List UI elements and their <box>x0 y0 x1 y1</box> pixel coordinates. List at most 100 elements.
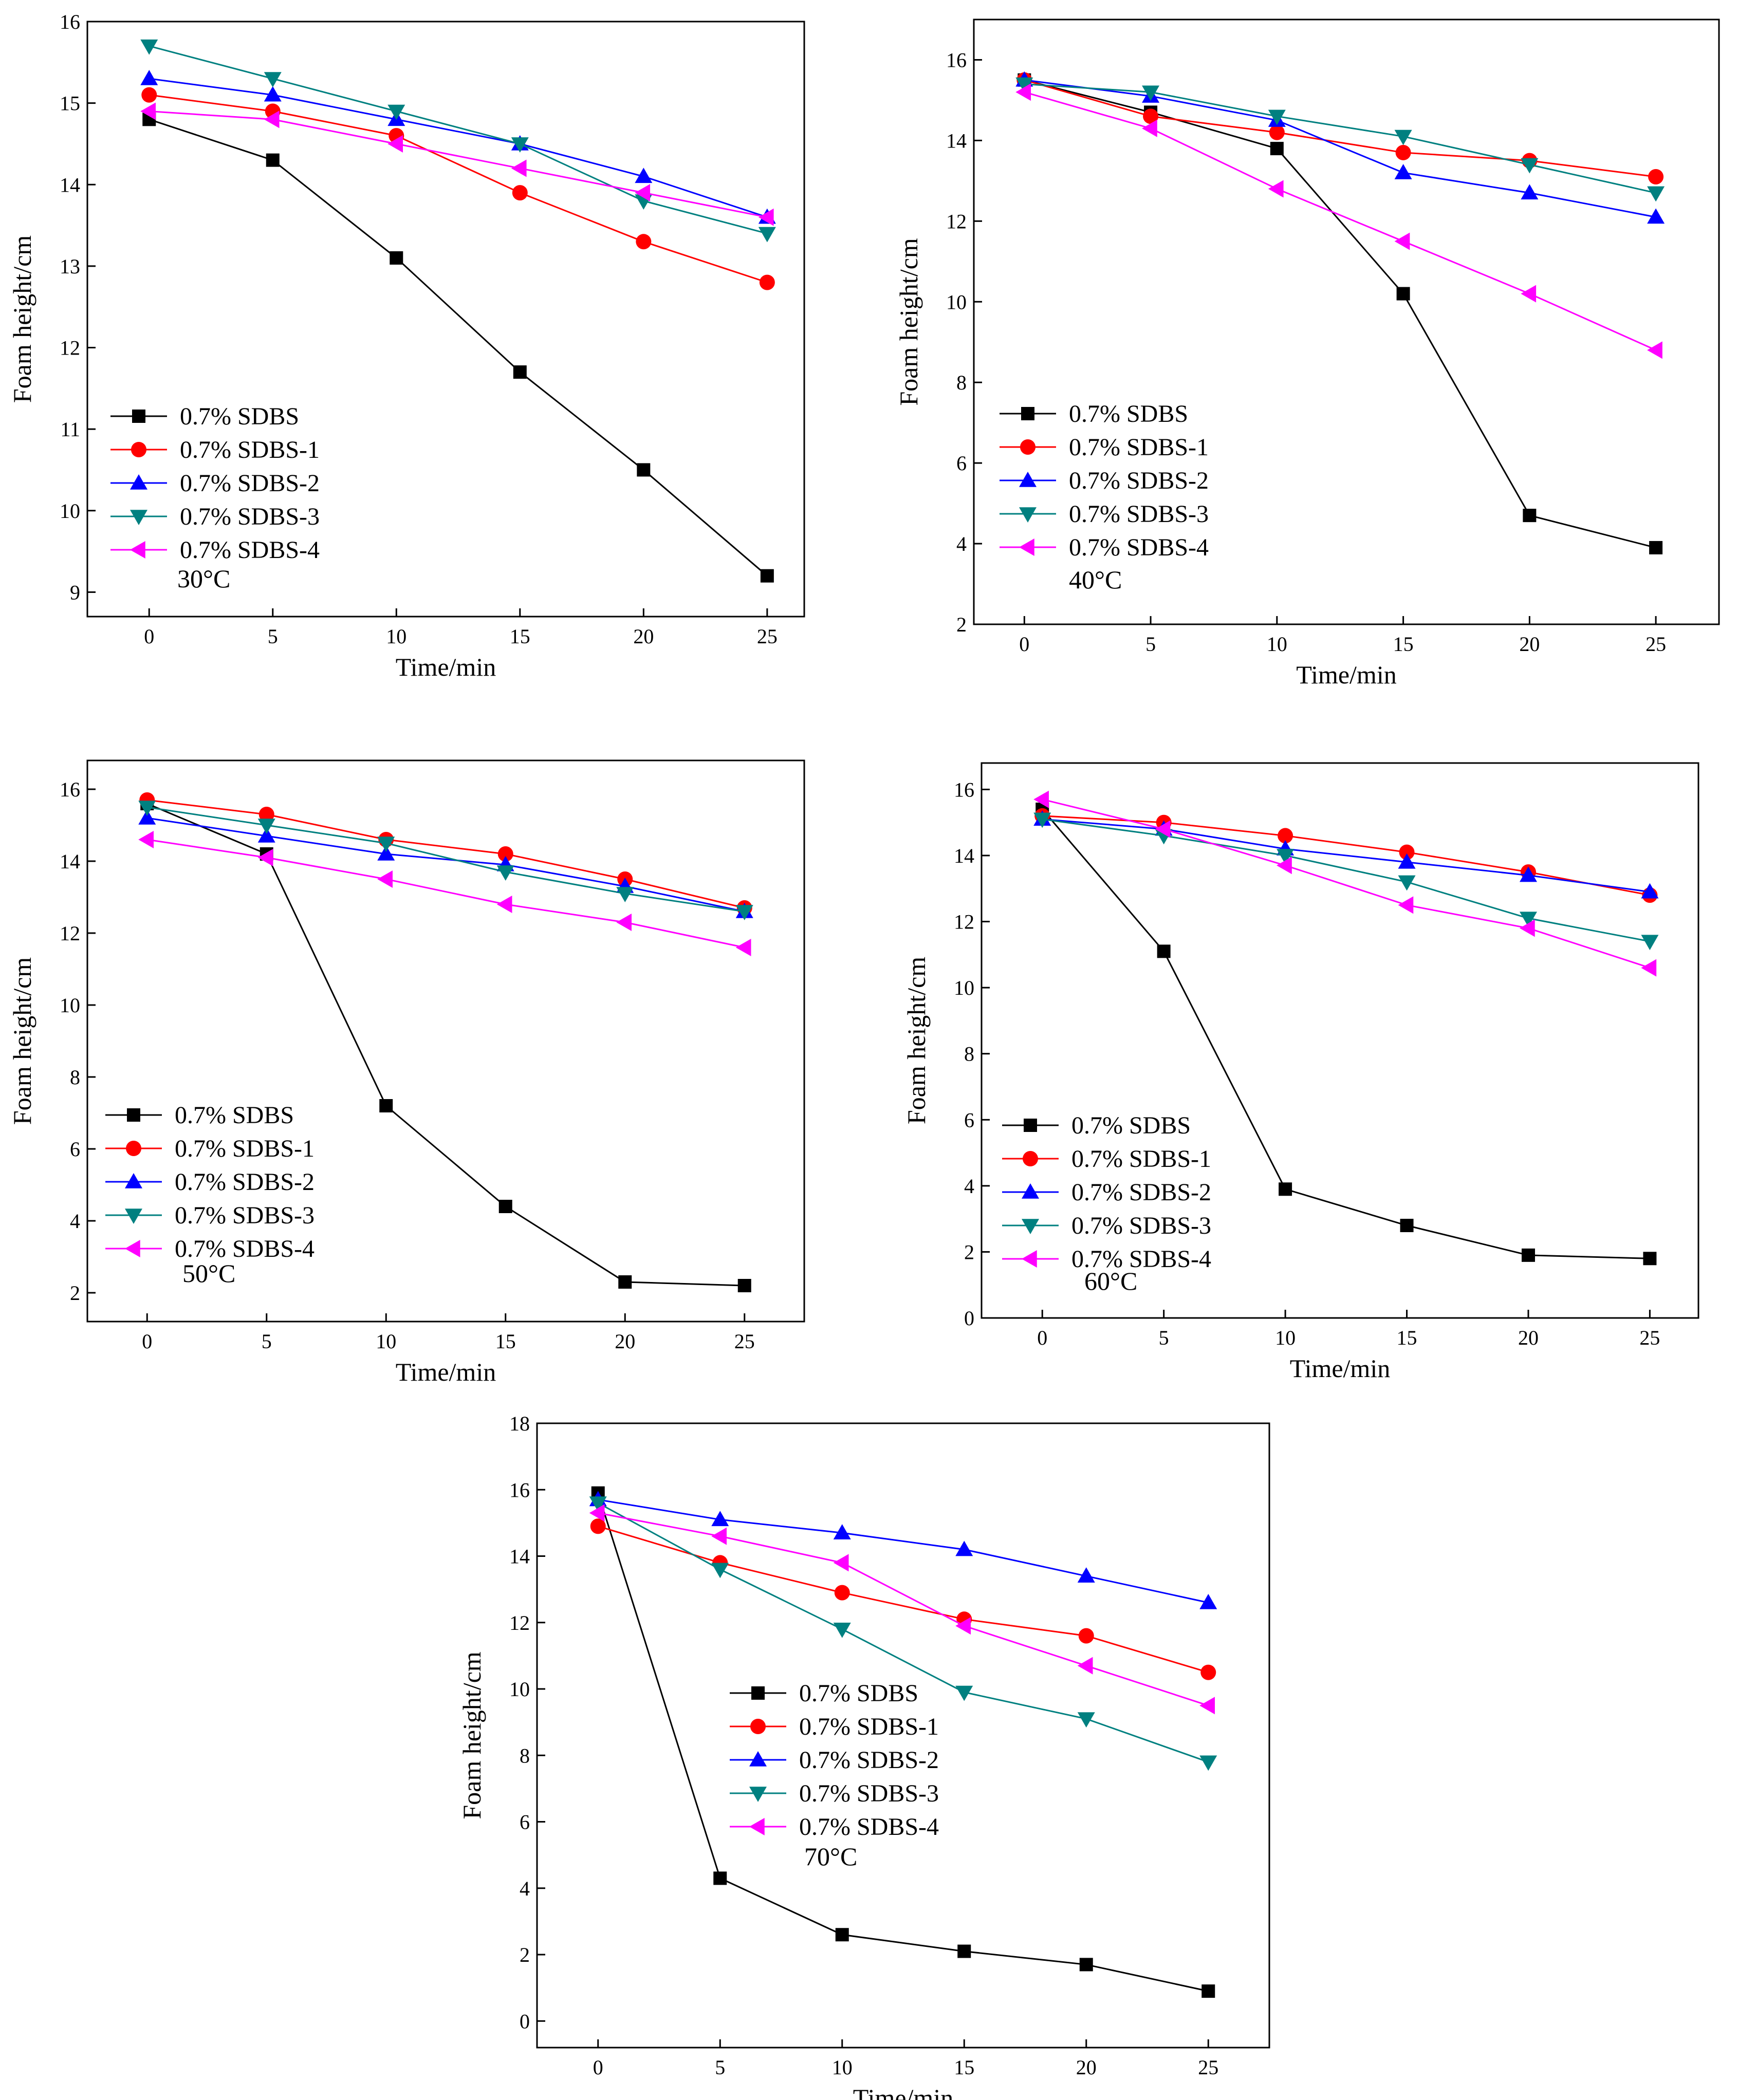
data-point <box>737 1279 751 1292</box>
y-axis-label: Foam height/cm <box>894 238 923 405</box>
data-point <box>1394 129 1412 145</box>
data-point <box>1394 164 1412 179</box>
series-line <box>1042 815 1650 896</box>
data-point <box>1077 1567 1095 1583</box>
data-point <box>387 135 403 153</box>
data-point <box>1398 875 1416 891</box>
data-point <box>713 1871 727 1885</box>
x-tick-label: 5 <box>1145 633 1156 656</box>
x-tick-label: 15 <box>1397 1326 1417 1349</box>
y-tick-label: 4 <box>70 1210 80 1233</box>
y-tick-label: 10 <box>954 976 974 999</box>
data-point <box>498 1200 512 1213</box>
y-tick-label: 8 <box>520 1744 530 1767</box>
series-line <box>147 799 745 909</box>
data-point <box>387 104 405 120</box>
data-point <box>497 846 513 862</box>
legend-marker <box>130 541 145 559</box>
data-point <box>636 234 652 250</box>
series-line <box>147 817 745 913</box>
y-tick-label: 0 <box>964 1307 974 1330</box>
data-point <box>1199 1593 1217 1609</box>
legend-marker <box>131 442 146 457</box>
data-point <box>1015 77 1033 93</box>
series-line <box>149 110 768 218</box>
data-point <box>140 102 156 120</box>
series-2 <box>141 87 775 290</box>
y-axis-label: Foam height/cm <box>8 957 36 1125</box>
series-line <box>149 94 768 284</box>
y-tick-label: 16 <box>946 48 967 71</box>
series-5 <box>1015 83 1662 359</box>
series-line <box>1024 83 1656 194</box>
y-tick-label: 11 <box>60 418 80 441</box>
data-point <box>735 905 753 920</box>
data-point <box>1157 944 1171 958</box>
plot-frame <box>536 1422 1270 2049</box>
legend-marker <box>1024 1119 1037 1132</box>
legend-entry-label: 0.7% SDBS-1 <box>175 1135 315 1162</box>
chart-panel-1: 0 5 10 15 20 25 9 10 11 12 13 14 15 16 Time/min Foam he… <box>8 10 805 681</box>
data-point <box>635 168 653 183</box>
data-point <box>264 72 282 88</box>
data-point <box>257 827 275 843</box>
x-tick-label: 10 <box>1275 1326 1296 1349</box>
temperature-annotation: 30°C <box>177 564 230 593</box>
x-tick-label: 15 <box>1393 633 1414 656</box>
legend-marker <box>1020 439 1036 455</box>
series-4 <box>1033 812 1659 951</box>
data-point <box>711 1563 729 1578</box>
data-point <box>377 845 395 861</box>
y-tick-label: 6 <box>520 1811 530 1834</box>
series-line <box>149 78 768 218</box>
data-point <box>1519 866 1537 882</box>
data-point <box>1015 83 1031 101</box>
series-line <box>1042 818 1650 942</box>
series-2 <box>1016 72 1664 185</box>
legend-marker <box>1022 1250 1037 1268</box>
legend: 0.7% SDBS 0.7% SDBS-1 0.7% SDBS-2 0.7% SDBS… <box>110 403 320 564</box>
data-point <box>616 887 634 902</box>
data-point <box>379 1099 393 1112</box>
series-4 <box>1015 77 1665 202</box>
x-axis-label: Time/min <box>853 2084 953 2100</box>
data-point <box>1399 844 1415 860</box>
series-line <box>1024 79 1656 218</box>
data-point <box>1201 1984 1215 1998</box>
temperature-annotation: 50°C <box>182 1259 235 1288</box>
x-tick-label: 20 <box>615 1330 635 1353</box>
y-tick-label: 18 <box>509 1412 530 1435</box>
data-point <box>264 110 280 128</box>
x-tick-label: 20 <box>1076 2056 1097 2079</box>
data-point <box>758 208 774 226</box>
legend-marker <box>1019 507 1037 523</box>
x-tick-label: 5 <box>715 2056 725 2079</box>
temperature-annotation: 70°C <box>804 1842 857 1871</box>
data-point <box>377 870 393 888</box>
data-point <box>616 914 632 931</box>
data-point <box>590 1518 606 1534</box>
plot-frame <box>973 18 1720 625</box>
legend-entry-label: 0.7% SDBS-2 <box>175 1168 315 1196</box>
legend: 0.7% SDBS 0.7% SDBS-1 0.7% SDBS-2 0.7% SDBS… <box>105 1102 315 1262</box>
x-tick-label: 25 <box>734 1330 755 1353</box>
legend-marker <box>127 1108 140 1122</box>
y-tick-label: 2 <box>70 1281 80 1305</box>
data-point <box>833 1622 851 1638</box>
y-tick-label: 2 <box>956 613 967 636</box>
data-point <box>1641 959 1657 977</box>
legend-marker <box>1022 1219 1039 1234</box>
legend-marker <box>125 1209 142 1224</box>
legend-entry-label: 0.7% SDBS <box>1069 400 1188 428</box>
data-point <box>1641 883 1659 899</box>
series-line <box>597 1493 1209 1992</box>
data-point <box>618 1275 632 1289</box>
data-point <box>1394 232 1410 250</box>
legend-entry-label: 0.7% SDBS-3 <box>1071 1212 1211 1239</box>
data-point <box>1647 341 1662 359</box>
data-point <box>833 1554 849 1572</box>
series-line <box>598 1512 1209 1706</box>
data-point <box>1395 144 1411 160</box>
data-point <box>1078 1628 1094 1644</box>
series-line <box>149 45 768 234</box>
